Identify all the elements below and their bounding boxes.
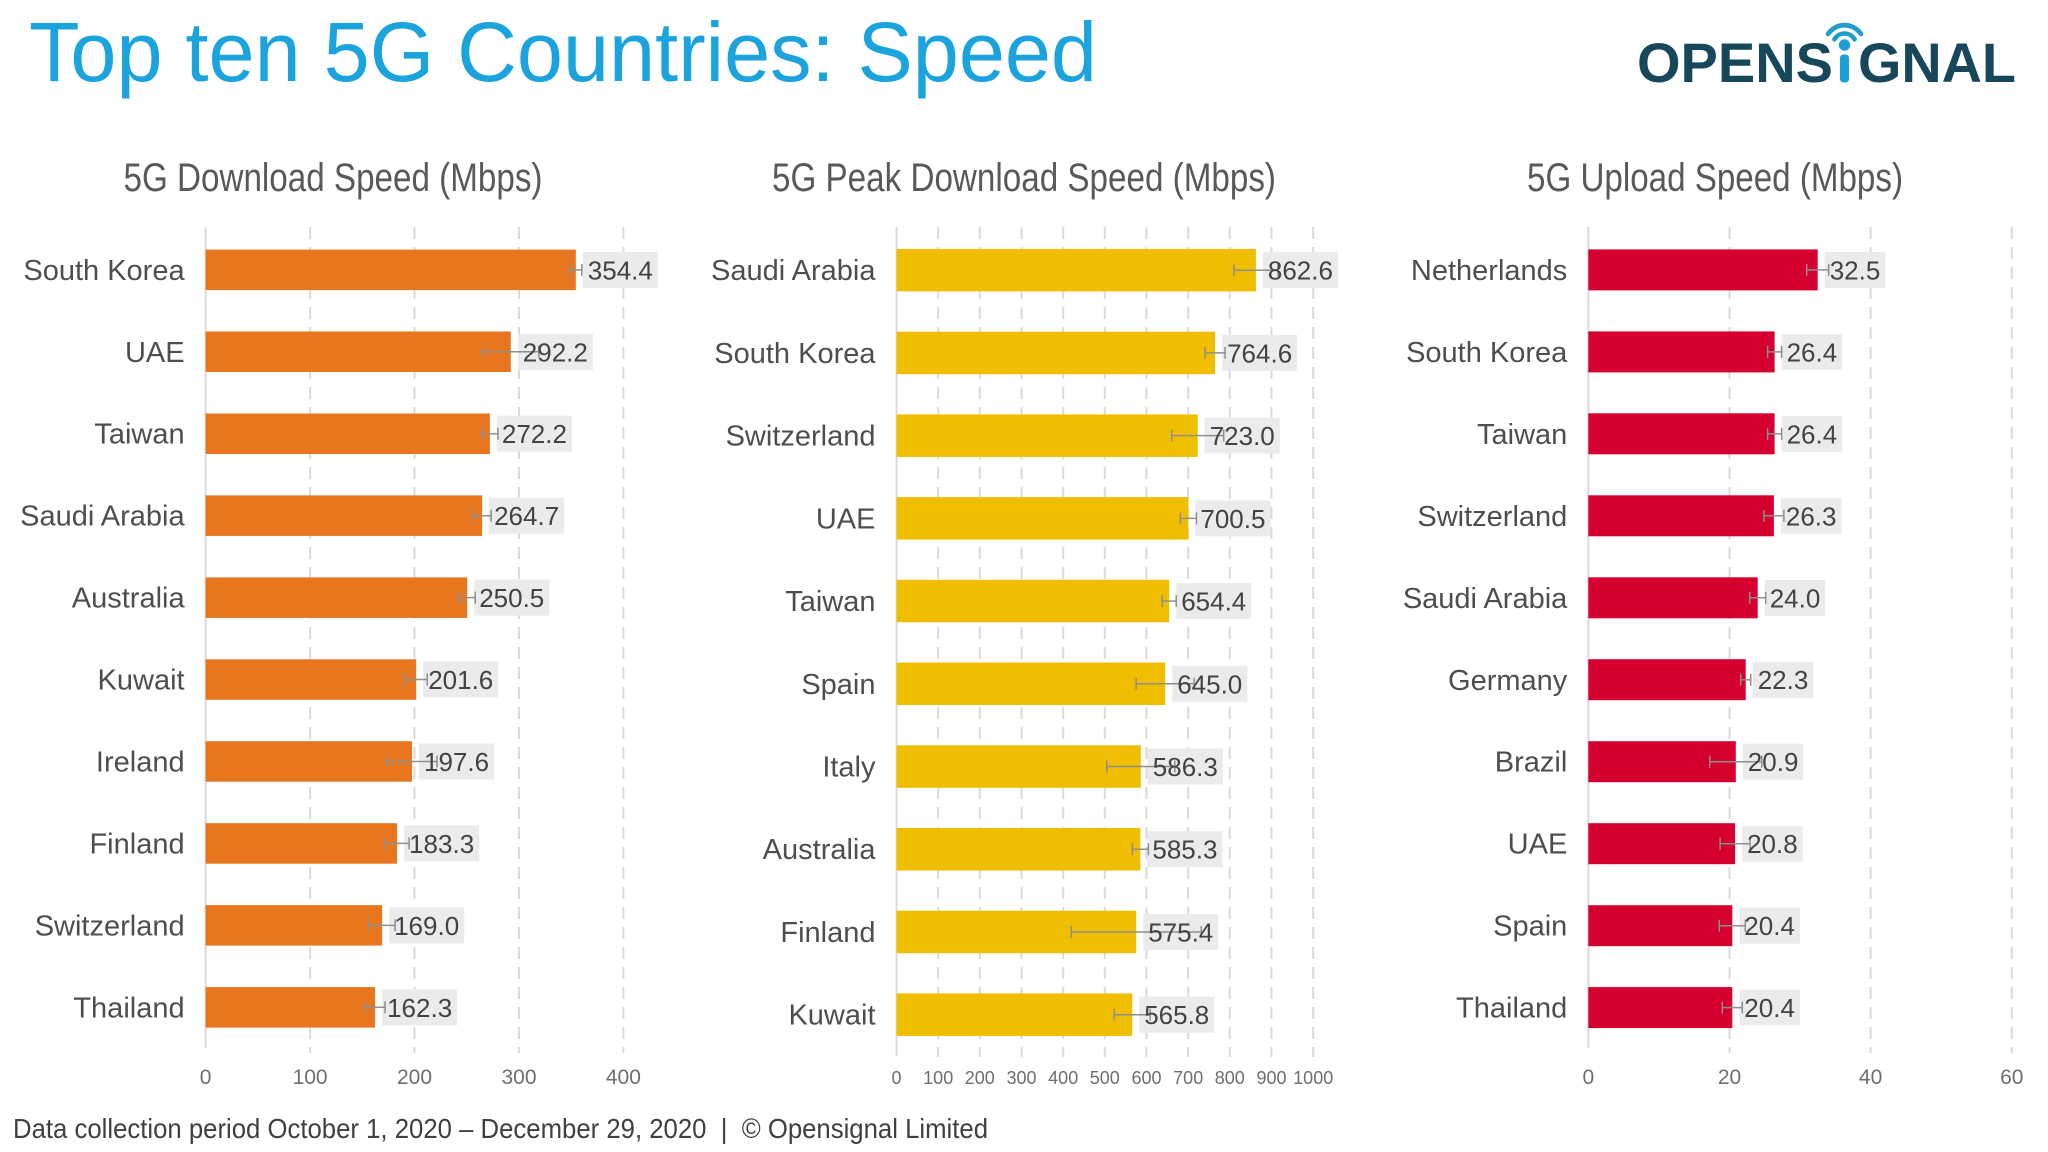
svg-text:20.8: 20.8 [1747,829,1798,859]
svg-text:354.4: 354.4 [588,255,653,285]
svg-text:Thailand: Thailand [1456,993,1567,1025]
svg-text:Australia: Australia [763,834,877,866]
svg-text:Italy: Italy [822,752,876,784]
svg-text:100: 100 [923,1068,953,1088]
svg-text:169.0: 169.0 [394,911,459,941]
svg-text:Brazil: Brazil [1495,747,1568,779]
svg-text:862.6: 862.6 [1268,256,1333,286]
svg-text:26.4: 26.4 [1787,419,1838,449]
svg-text:Switzerland: Switzerland [35,910,185,942]
svg-text:300: 300 [1006,1068,1036,1088]
svg-text:GNAL: GNAL [1858,31,2016,94]
svg-text:Switzerland: Switzerland [726,421,876,453]
svg-text:0: 0 [1582,1066,1594,1089]
svg-text:400: 400 [1048,1068,1078,1088]
svg-text:5G Upload Speed (Mbps): 5G Upload Speed (Mbps) [1527,156,1903,200]
svg-text:South Korea: South Korea [1406,337,1568,369]
svg-text:900: 900 [1256,1068,1286,1088]
svg-text:Ireland: Ireland [96,747,185,779]
svg-text:200: 200 [965,1068,995,1088]
svg-text:22.3: 22.3 [1758,665,1809,695]
svg-text:Saudi Arabia: Saudi Arabia [20,501,185,533]
svg-text:40: 40 [1859,1066,1882,1089]
svg-text:Kuwait: Kuwait [788,1000,875,1032]
svg-text:201.6: 201.6 [428,665,493,695]
svg-text:Top ten 5G Countries: Speed: Top ten 5G Countries: Speed [29,5,1097,99]
svg-text:1000: 1000 [1293,1068,1333,1088]
svg-text:20.4: 20.4 [1744,993,1795,1023]
svg-text:292.2: 292.2 [523,337,588,367]
svg-text:586.3: 586.3 [1153,752,1218,782]
svg-text:5G Peak Download Speed (Mbps): 5G Peak Download Speed (Mbps) [772,156,1276,200]
svg-text:UAE: UAE [816,503,876,535]
svg-text:600: 600 [1131,1068,1161,1088]
svg-text:645.0: 645.0 [1177,669,1242,699]
svg-text:24.0: 24.0 [1770,583,1821,613]
svg-text:700.5: 700.5 [1200,504,1265,534]
svg-text:Spain: Spain [801,669,875,701]
svg-text:800: 800 [1215,1068,1245,1088]
svg-text:272.2: 272.2 [502,419,567,449]
svg-text:Switzerland: Switzerland [1417,501,1567,533]
svg-text:300: 300 [501,1066,536,1089]
svg-text:Netherlands: Netherlands [1411,255,1567,287]
svg-text:400: 400 [606,1066,641,1089]
svg-text:Taiwan: Taiwan [94,419,184,451]
svg-text:5G Download Speed (Mbps): 5G Download Speed (Mbps) [124,156,543,200]
svg-text:575.4: 575.4 [1148,918,1213,948]
svg-text:654.4: 654.4 [1181,587,1246,617]
svg-text:60: 60 [2000,1066,2023,1089]
svg-text:264.7: 264.7 [494,501,559,531]
svg-text:26.4: 26.4 [1787,337,1838,367]
svg-text:Germany: Germany [1448,665,1568,697]
svg-text:100: 100 [293,1066,328,1089]
svg-text:32.5: 32.5 [1830,255,1881,285]
svg-text:764.6: 764.6 [1227,338,1292,368]
svg-text:South Korea: South Korea [714,338,876,370]
svg-text:South Korea: South Korea [23,255,185,287]
svg-text:700: 700 [1173,1068,1203,1088]
svg-text:197.6: 197.6 [424,747,489,777]
svg-text:UAE: UAE [1508,829,1568,861]
svg-text:Thailand: Thailand [73,992,184,1024]
svg-text:250.5: 250.5 [479,583,544,613]
svg-text:585.3: 585.3 [1152,835,1217,865]
svg-text:Finland: Finland [780,917,875,949]
svg-text:500: 500 [1090,1068,1120,1088]
svg-text:26.3: 26.3 [1786,501,1837,531]
svg-text:0: 0 [200,1066,212,1089]
svg-text:Australia: Australia [72,583,186,615]
svg-text:UAE: UAE [125,337,185,369]
svg-text:OPENS: OPENS [1637,31,1833,94]
svg-text:0: 0 [891,1068,901,1088]
svg-text:Saudi Arabia: Saudi Arabia [711,255,876,287]
svg-text:Kuwait: Kuwait [98,665,185,697]
svg-text:Data collection period October: Data collection period October 1, 2020 –… [13,1113,988,1144]
svg-text:20.9: 20.9 [1748,747,1799,777]
svg-text:20.4: 20.4 [1744,911,1795,941]
svg-text:Saudi Arabia: Saudi Arabia [1403,583,1568,615]
svg-text:723.0: 723.0 [1210,421,1275,451]
svg-text:Finland: Finland [89,828,184,860]
svg-text:Taiwan: Taiwan [1477,419,1567,451]
svg-text:183.3: 183.3 [409,829,474,859]
svg-text:Taiwan: Taiwan [785,586,875,618]
svg-text:200: 200 [397,1066,432,1089]
svg-text:565.8: 565.8 [1144,1000,1209,1030]
svg-text:20: 20 [1718,1066,1741,1089]
svg-text:162.3: 162.3 [387,993,452,1023]
svg-text:Spain: Spain [1493,911,1567,943]
